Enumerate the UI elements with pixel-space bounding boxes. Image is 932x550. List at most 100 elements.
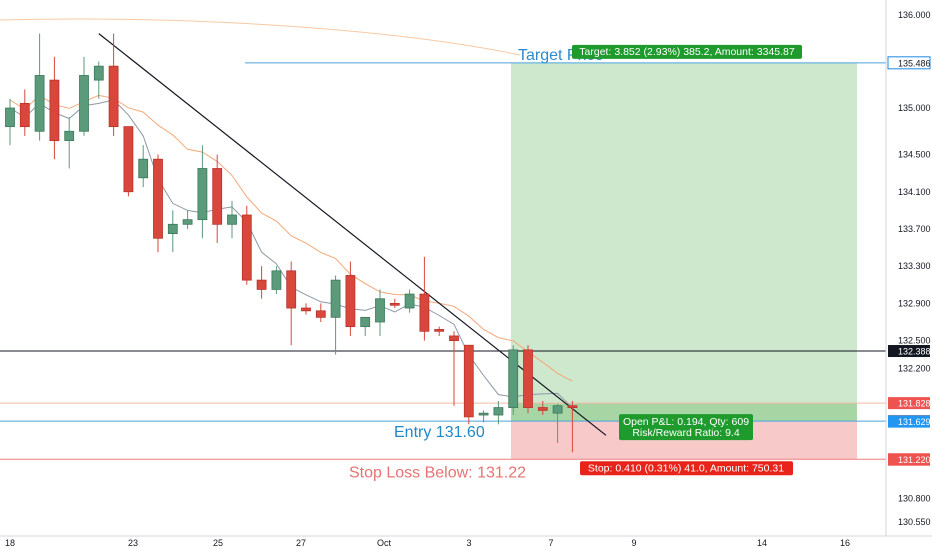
- candle-body: [463, 344, 474, 418]
- candle: [79, 56, 89, 136]
- slow-ma-line: [9, 94, 573, 382]
- price-axis[interactable]: 136.000 135.000 134.500 134.100 133.700 133.3…: [885, 0, 931, 536]
- candle: [375, 289, 385, 336]
- candle-body: [419, 293, 430, 332]
- x-tick-label: 25: [213, 538, 223, 548]
- candle: [49, 56, 60, 160]
- candle-body: [5, 107, 15, 128]
- candle: [197, 145, 208, 239]
- x-tick-label: 27: [296, 538, 306, 548]
- candle: [419, 256, 430, 341]
- candle-body: [552, 405, 563, 414]
- candle: [5, 98, 15, 146]
- price-label-bg: [888, 453, 930, 466]
- candle-body: [493, 407, 504, 416]
- price-label: 135.486: [887, 56, 931, 70]
- target-box: Target: 3.852 (2.93%) 385.2, Amount: 334…: [572, 44, 802, 59]
- x-tick-label: 18: [5, 538, 15, 548]
- candle: [182, 210, 193, 229]
- y-tick-label: 132.900: [898, 298, 931, 308]
- price-label-text: 131.828: [898, 399, 931, 409]
- candle-body: [34, 75, 45, 132]
- y-tick-label: 135.000: [898, 103, 931, 113]
- candle-body: [286, 270, 297, 309]
- candle-body: [330, 279, 341, 318]
- y-tick-label: 134.500: [898, 150, 931, 160]
- candle: [138, 145, 149, 188]
- candle-body: [123, 126, 134, 193]
- candle-body: [449, 335, 459, 341]
- candle: [552, 403, 563, 443]
- candle: [241, 205, 252, 285]
- candle-body: [256, 279, 267, 290]
- price-label-bg: [887, 56, 931, 70]
- time-axis[interactable]: 18 23 25 27 Oct 3 7 9 14 16: [0, 535, 932, 548]
- pnl-line2: Risk/Reward Ratio: 9.4: [632, 427, 740, 439]
- downtrend-line: [98, 33, 607, 436]
- candle-body: [301, 307, 311, 312]
- candle-body: [108, 65, 119, 128]
- y-tick-label: 132.500: [898, 336, 931, 346]
- candle-body: [79, 75, 89, 132]
- candle: [478, 410, 489, 423]
- x-tick-label: 23: [128, 538, 138, 548]
- candle-body: [523, 349, 533, 408]
- candle: [153, 154, 163, 253]
- price-label-bg: [888, 345, 930, 358]
- price-label: 132.388: [888, 345, 931, 358]
- candle-body: [49, 79, 60, 141]
- candle: [19, 89, 30, 136]
- candle: [64, 117, 75, 169]
- candle: [315, 303, 326, 322]
- candle: [212, 154, 223, 243]
- candle-body: [271, 270, 282, 290]
- candle: [449, 331, 459, 406]
- long-ma-line: [0, 18, 521, 56]
- x-tick-label: 7: [548, 538, 553, 548]
- candle: [108, 33, 119, 136]
- candle-body: [537, 407, 548, 411]
- candle-body: [404, 293, 415, 309]
- stop-label: Stop Loss Below: 131.22: [349, 464, 526, 481]
- fast-ma-line: [9, 99, 573, 409]
- target-box-text: Target: 3.852 (2.93%) 385.2, Amount: 334…: [579, 46, 795, 58]
- profit-zone: [511, 62, 857, 404]
- stop-box-text: Stop: 0.410 (0.31%) 41.0, Amount: 750.31: [588, 462, 784, 474]
- trend-line[interactable]: [98, 33, 607, 436]
- candle-body: [478, 412, 489, 416]
- y-tick-label: 136.000: [898, 10, 931, 20]
- pnl-box-bg: [619, 414, 753, 441]
- candle: [463, 344, 474, 425]
- pnl-line1: Open P&L: 0.194, Qty: 609: [623, 416, 749, 428]
- candle-body: [93, 65, 104, 81]
- candle: [389, 298, 400, 309]
- candle: [345, 261, 356, 336]
- candle: [523, 345, 533, 414]
- position-zones: [511, 62, 857, 460]
- y-tick-label: 132.200: [898, 364, 931, 374]
- entry-label: Entry 131.60: [394, 424, 485, 441]
- candle-body: [389, 302, 400, 306]
- candle-body: [64, 130, 75, 141]
- candle-body: [508, 349, 519, 408]
- price-label-bg: [888, 415, 930, 428]
- price-label-text: 132.388: [898, 347, 931, 357]
- price-label: 131.629: [888, 415, 931, 428]
- y-tick-label: 130.550: [898, 517, 931, 527]
- price-label-bg: [888, 397, 930, 410]
- candle: [567, 401, 578, 453]
- candle: [330, 275, 341, 355]
- candle-body: [19, 102, 30, 128]
- candles: [5, 33, 578, 453]
- candle: [271, 266, 282, 295]
- price-label-text: 131.220: [898, 455, 931, 465]
- price-label-text: 131.629: [898, 417, 931, 427]
- x-tick-label: 16: [840, 538, 850, 548]
- x-tick-label: Oct: [377, 538, 392, 548]
- candle: [123, 126, 134, 197]
- candle-body: [138, 158, 149, 179]
- candle-body: [375, 298, 385, 323]
- candle-body: [212, 168, 223, 225]
